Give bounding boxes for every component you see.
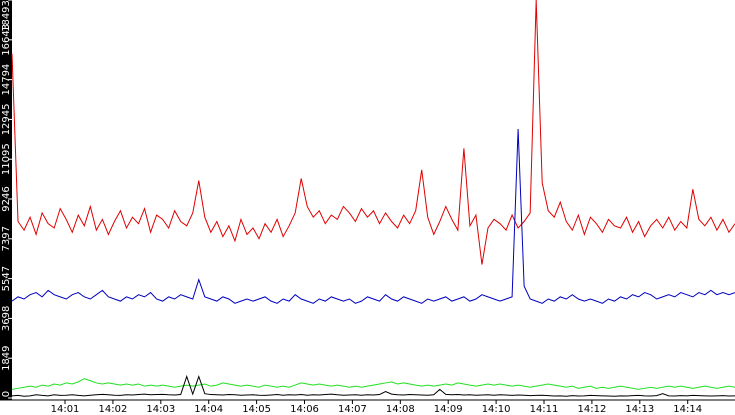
series-line bbox=[11, 374, 735, 397]
x-tick-label: 14:09 bbox=[434, 404, 463, 415]
y-tick-label: 18493 bbox=[1, 0, 12, 32]
y-tick-label: 7397 bbox=[1, 226, 12, 251]
series-line bbox=[11, 128, 735, 304]
x-tick-label: 14:08 bbox=[386, 404, 415, 415]
y-tick-label: 1849 bbox=[1, 345, 12, 370]
x-tick-label: 14:10 bbox=[482, 404, 511, 415]
x-tick-label: 14:01 bbox=[51, 404, 80, 415]
series-line bbox=[11, 378, 735, 390]
x-tick-label: 14:11 bbox=[530, 404, 559, 415]
x-tick-label: 14:07 bbox=[338, 404, 367, 415]
series-line bbox=[11, 0, 735, 265]
x-tick-label: 14:04 bbox=[194, 404, 223, 415]
y-tick-label: 16643 bbox=[1, 24, 12, 56]
y-tick-label: 0 bbox=[1, 391, 12, 397]
x-tick-label: 14:06 bbox=[290, 404, 319, 415]
x-tick-label: 14:13 bbox=[625, 404, 654, 415]
x-tick-label: 14:02 bbox=[99, 404, 128, 415]
y-tick-label: 3698 bbox=[1, 306, 12, 331]
x-tick-label: 14:05 bbox=[242, 404, 271, 415]
y-axis-strip bbox=[0, 0, 12, 400]
y-tick-label: 12945 bbox=[1, 103, 12, 135]
x-tick-label: 14:03 bbox=[146, 404, 175, 415]
y-tick-label: 5547 bbox=[1, 266, 12, 291]
y-tick-label: 14794 bbox=[1, 64, 12, 96]
x-tick-label: 14:12 bbox=[577, 404, 606, 415]
y-tick-label: 9246 bbox=[1, 186, 12, 211]
x-tick-label: 14:14 bbox=[673, 404, 702, 415]
y-tick-label: 11095 bbox=[1, 143, 12, 175]
